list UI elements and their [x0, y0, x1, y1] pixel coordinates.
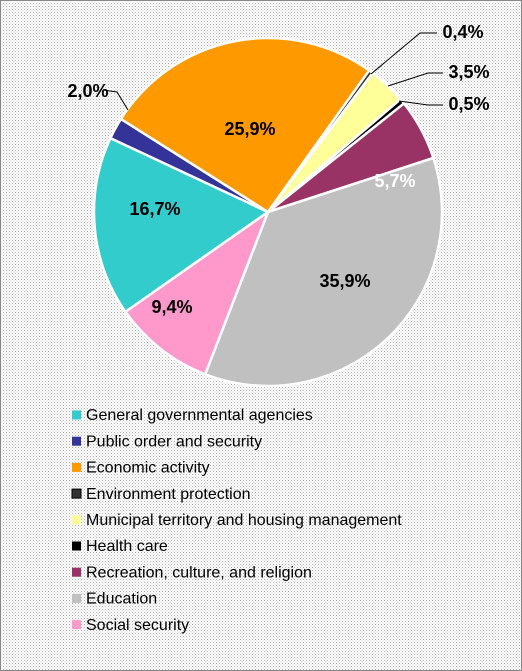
data-label: 5,7% [374, 171, 415, 191]
data-label: 0,5% [448, 94, 489, 114]
legend-label: General governmental agencies [86, 407, 313, 424]
legend-swatch [72, 593, 81, 603]
leader-line [387, 72, 443, 87]
pie-slice [123, 208, 271, 376]
data-label: 2,0% [67, 81, 108, 101]
pie-slice [119, 36, 371, 214]
pie-slice [92, 136, 271, 314]
legend-swatch [72, 620, 81, 630]
data-label: 0,4% [442, 22, 483, 42]
legend-label: Education [86, 591, 157, 608]
leader-line [370, 32, 437, 75]
data-label: 16,7% [129, 199, 180, 219]
legend-label: Social security [86, 617, 189, 634]
legend-swatch [72, 410, 81, 420]
legend-label: Municipal territory and housing manageme… [86, 512, 402, 529]
data-label: 35,9% [319, 271, 370, 291]
legend-label: Environment protection [86, 486, 251, 503]
data-label: 25,9% [224, 119, 275, 139]
legend-swatch [71, 488, 82, 499]
legend-swatch [72, 436, 81, 446]
legend-swatch [72, 541, 81, 551]
data-label: 9,4% [151, 297, 192, 317]
leader-line [102, 89, 129, 111]
legend-label: Recreation, culture, and religion [86, 564, 312, 581]
legend-swatch [72, 567, 81, 577]
legend-label: Public order and security [86, 433, 262, 450]
leader-line [398, 100, 443, 106]
legend-swatch [72, 515, 81, 525]
pie-slice [203, 156, 444, 388]
data-label: 3,5% [448, 62, 489, 82]
legend-swatch [72, 462, 81, 472]
legend-label: Health care [86, 538, 168, 555]
legend-label: Economic activity [86, 460, 210, 477]
